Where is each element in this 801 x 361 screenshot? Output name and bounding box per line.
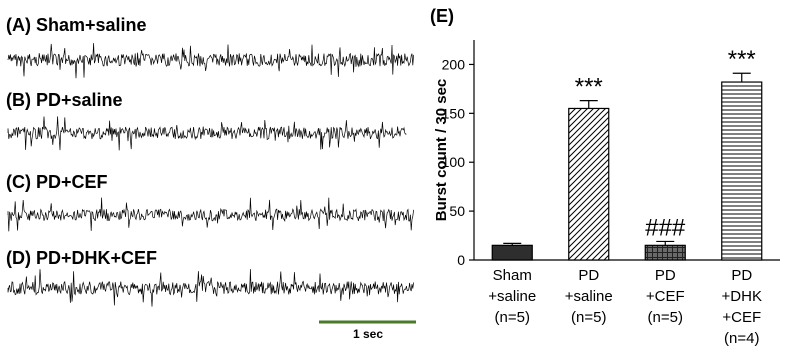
category-label: +saline bbox=[565, 288, 613, 305]
category-label: +saline bbox=[488, 288, 536, 305]
trace-c-signal bbox=[7, 197, 414, 232]
trace-label-b: (B) PD+saline bbox=[6, 90, 123, 110]
y-tick-label: 100 bbox=[442, 154, 466, 170]
category-label: (n=5) bbox=[571, 309, 606, 326]
bar-chart: (E) Burst count / 30 sec 0 50 100 150 200 **… bbox=[430, 6, 780, 347]
category-label: (n=5) bbox=[648, 309, 683, 326]
y-axis-title: Burst count / 30 sec bbox=[433, 79, 450, 222]
category-label: (n=4) bbox=[724, 330, 759, 347]
category-label: +DHK bbox=[722, 288, 762, 305]
bar bbox=[721, 81, 763, 261]
trace-panel-a: (A) Sham+saline bbox=[6, 15, 414, 79]
bar bbox=[568, 107, 610, 261]
y-tick-label: 50 bbox=[449, 203, 465, 219]
trace-panel-b: (B) PD+saline bbox=[6, 90, 407, 151]
scale-bar: 1 sec bbox=[319, 320, 416, 341]
category-label: PD bbox=[655, 267, 676, 284]
scale-bar-label: 1 sec bbox=[353, 327, 383, 341]
chart-panel-label: (E) bbox=[430, 6, 454, 26]
trace-panel-d: (D) PD+DHK+CEF bbox=[6, 248, 414, 307]
trace-label-a: (A) Sham+saline bbox=[6, 15, 147, 35]
chart-bars: *** ### *** bbox=[491, 46, 763, 261]
chart-category-labels: Sham +saline (n=5) PD +saline (n=5) PD +CEF (n=5… bbox=[488, 267, 762, 347]
y-tick-label: 150 bbox=[442, 105, 466, 121]
trace-b-signal bbox=[7, 116, 407, 151]
y-tick-label: 200 bbox=[442, 56, 466, 72]
trace-a-signal bbox=[7, 43, 414, 79]
trace-label-d: (D) PD+DHK+CEF bbox=[6, 248, 157, 268]
category-label: +CEF bbox=[722, 309, 761, 326]
category-label: +CEF bbox=[646, 288, 685, 305]
bar bbox=[491, 244, 533, 261]
significance-label: *** bbox=[575, 74, 603, 101]
trace-label-c: (C) PD+CEF bbox=[6, 172, 108, 192]
trace-d-signal bbox=[7, 269, 414, 307]
category-label: (n=5) bbox=[495, 309, 530, 326]
trace-panel-c: (C) PD+CEF bbox=[6, 172, 414, 232]
significance-label: *** bbox=[728, 46, 756, 73]
y-tick-label: 0 bbox=[457, 252, 465, 268]
significance-label: ### bbox=[645, 214, 686, 241]
trace-panels: (A) Sham+saline (B) PD+saline (C) PD+CEF… bbox=[6, 15, 416, 341]
bar bbox=[644, 244, 686, 261]
category-label: Sham bbox=[493, 267, 532, 284]
category-label: PD bbox=[731, 267, 752, 284]
category-label: PD bbox=[578, 267, 599, 284]
